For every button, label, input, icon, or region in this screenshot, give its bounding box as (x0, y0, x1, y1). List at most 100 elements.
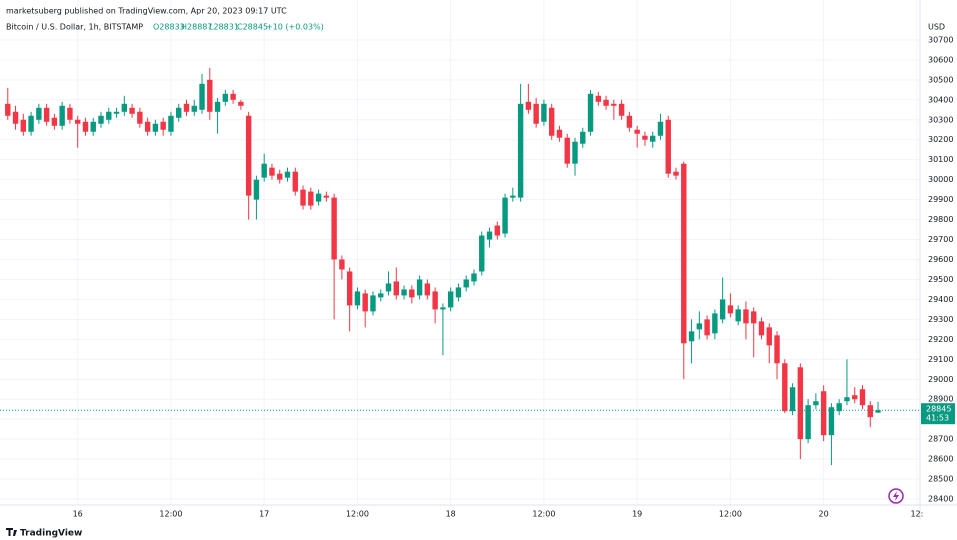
x-tick-label: 12:00 (159, 510, 182, 519)
candle-body (463, 279, 469, 288)
candle-body (144, 121, 151, 132)
candle-body (603, 99, 609, 106)
candle-body (253, 179, 260, 200)
candle-body (595, 95, 602, 102)
candle-body (59, 105, 65, 126)
x-tick-label: 12:00 (719, 510, 742, 519)
candle-body (393, 281, 399, 296)
candle-body (416, 279, 423, 296)
candle-body (292, 171, 298, 192)
candle-body (611, 103, 617, 106)
last-price-label: 28845 (926, 405, 951, 414)
y-tick-label: 30600 (928, 55, 953, 64)
candle-body (137, 111, 143, 124)
candle-body (634, 129, 640, 134)
candle-body (90, 121, 96, 132)
candle-body (409, 289, 415, 298)
y-tick-label: 28400 (928, 495, 953, 504)
candle-body (277, 173, 283, 180)
candle-body (517, 103, 524, 198)
candle-body (618, 103, 625, 116)
x-tick-label: 17 (259, 510, 269, 519)
candle-body (743, 309, 749, 324)
icon-bolt (893, 491, 899, 501)
y-tick-label: 30000 (928, 175, 953, 184)
candle-body (160, 121, 166, 130)
legend-open: O28833 (153, 23, 185, 32)
y-tick-label: 30700 (928, 35, 953, 44)
candle-body (5, 103, 11, 116)
candle-body (20, 119, 27, 132)
candle-body (564, 137, 570, 164)
legend: Bitcoin / U.S. Dollar, 1h, BITSTAMP O288… (6, 23, 324, 32)
y-tick-label: 29500 (928, 275, 953, 284)
footer-brand: TradingView (20, 529, 82, 539)
candle-body (657, 121, 664, 136)
candle-body (261, 163, 267, 178)
candle-body (106, 111, 112, 120)
candle-body (176, 107, 182, 118)
legend-title: Bitcoin / U.S. Dollar, 1h, BITSTAMP (6, 23, 143, 32)
candle-body (572, 141, 578, 164)
publish-note: marketsuberg published on TradingView.co… (6, 7, 287, 16)
footer: TradingView (6, 528, 82, 539)
candle-body (121, 103, 128, 112)
candle-body (308, 191, 314, 206)
y-tick-label: 29800 (928, 215, 953, 224)
candle-body (525, 101, 532, 110)
candle-body (844, 397, 850, 402)
candle-body (354, 291, 361, 306)
candle-body (269, 167, 275, 176)
last-price-box (921, 403, 955, 425)
candle-body (541, 103, 547, 122)
candle-body (36, 107, 42, 120)
footer-logo (6, 528, 17, 536)
candle-body (774, 335, 780, 364)
candles (0, 67, 920, 466)
candle-body (580, 131, 586, 144)
candle-body (696, 323, 703, 330)
candle-body (548, 107, 555, 136)
candle-body (67, 107, 73, 120)
candle-body (191, 105, 197, 112)
x-tick-label: 19 (632, 510, 642, 519)
legend-low: L28831 (209, 23, 239, 32)
candle-body (424, 283, 431, 296)
candle-body (199, 83, 205, 110)
candle-body (471, 273, 477, 282)
candle-body (214, 101, 221, 112)
candle-body (836, 403, 842, 412)
legend-high: H28887 (181, 23, 212, 32)
candle-body (339, 259, 345, 270)
candle-body (642, 135, 648, 140)
x-tick-label: 12:00 (532, 510, 555, 519)
candle-body (502, 197, 508, 234)
candle-body (587, 93, 594, 132)
candle-body (284, 171, 291, 178)
candle-body (650, 135, 656, 142)
candle-body (727, 305, 734, 314)
y-tick-label: 28700 (928, 435, 953, 444)
x-tick-label: 20 (819, 510, 829, 519)
candle-body (362, 293, 368, 312)
candle-body (494, 225, 500, 236)
y-tick-label: 29600 (928, 255, 953, 264)
candle-body (378, 293, 384, 298)
candle-body (820, 391, 827, 436)
legend-close: C28845 (237, 23, 268, 32)
candle-body (735, 309, 741, 322)
candle-body (129, 107, 135, 114)
candle-body (766, 327, 772, 346)
candle-body (751, 311, 757, 324)
candle-body (875, 410, 881, 413)
grid (0, 0, 920, 505)
candle-body (486, 231, 493, 240)
y-tick-label: 28500 (928, 475, 953, 484)
candle-body (852, 395, 858, 400)
candle-body (238, 101, 244, 106)
candle-body (152, 123, 159, 132)
candle-body (797, 367, 804, 440)
y-axis-unit: USD (928, 23, 945, 32)
candle-body (510, 195, 516, 198)
